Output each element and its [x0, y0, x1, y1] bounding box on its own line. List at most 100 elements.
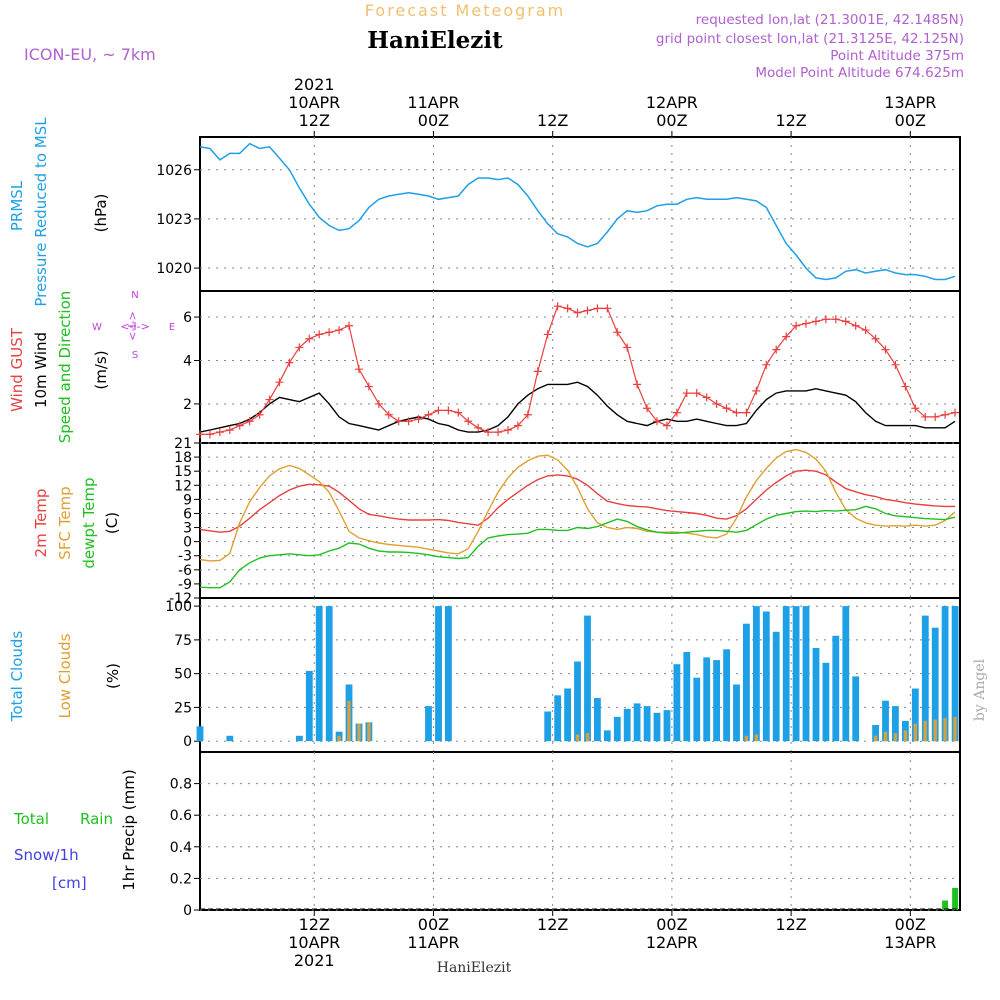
wind-gust-marker — [553, 302, 562, 311]
temp-ytick-label: -9 — [178, 577, 192, 593]
wind-speed-line — [199, 381, 956, 433]
temp-frame — [199, 442, 961, 599]
total-cloud-bar — [792, 606, 800, 742]
wind-gust-marker — [891, 360, 900, 369]
label-percent: (%) — [104, 663, 122, 689]
total-cloud-bar — [713, 660, 720, 742]
wind-gust-marker — [682, 389, 691, 398]
wind-gust-line — [200, 305, 956, 435]
total-cloud-bar — [325, 606, 333, 742]
pressure-panel: 1020 1023 1026 — [156, 136, 961, 292]
low-cloud-bar — [933, 719, 937, 742]
rain-bar — [942, 900, 949, 910]
low-cloud-bar — [357, 723, 361, 742]
label-sfc-temp: SFC Temp — [56, 486, 74, 559]
total-cloud-bar — [852, 676, 860, 742]
pressure-ytick-label: 1023 — [156, 212, 192, 228]
location-name: HaniElezit — [367, 27, 503, 54]
temp-ytick-label: -6 — [178, 563, 192, 579]
precip-labels: Total Rain Snow/1h [cm] 1hr Precip (mm) — [13, 769, 138, 892]
wind-gust-marker — [354, 365, 363, 374]
wind-gust-marker — [762, 360, 771, 369]
wind-gust-marker — [305, 334, 314, 343]
wind-gust-marker — [285, 358, 294, 367]
precip-panel: 0 0.2 0.4 0.6 0.8 — [170, 751, 961, 919]
low-cloud-bar — [893, 733, 898, 742]
low-cloud-bar — [943, 718, 947, 742]
wind-gust-marker — [732, 408, 741, 417]
wind-gust-marker — [424, 410, 433, 419]
total-cloud-bar — [554, 695, 562, 742]
wind-gust-marker — [851, 321, 860, 330]
wind-gust-marker — [583, 306, 592, 315]
total-cloud-bar — [603, 730, 611, 742]
wind-gust-marker — [623, 343, 632, 352]
temp-ytick-label: 6 — [183, 506, 192, 522]
wind-gust-marker — [702, 393, 711, 402]
label-dewpt-temp: dewpt Temp — [80, 477, 98, 568]
precip-frame — [199, 751, 961, 911]
wind-gust-marker — [474, 423, 483, 432]
wind-gust-marker — [205, 430, 214, 439]
label-speed-direction: Speed and Direction — [56, 291, 74, 444]
time-label-bottom: 00Z — [418, 915, 449, 934]
temp-ytick-label: 0 — [183, 535, 192, 551]
clouds-ytick-label: 25 — [174, 700, 192, 716]
wind-panel: 2 4 6 — [183, 290, 961, 444]
wind-gust-marker — [325, 328, 334, 337]
total-cloud-bar — [693, 677, 701, 742]
temp-ytick-label: 21 — [174, 436, 192, 452]
wind-gust-marker — [394, 417, 403, 426]
time-label-bottom: 12APR — [646, 933, 698, 952]
total-cloud-bar — [623, 708, 631, 742]
wind-gust-marker — [881, 345, 890, 354]
time-label-top: 00Z — [656, 111, 687, 130]
compass-s: S — [132, 350, 138, 361]
wind-gust-marker — [742, 408, 751, 417]
time-label-bottom: 00Z — [895, 915, 926, 934]
total-cloud-bar — [305, 670, 313, 742]
total-cloud-bar — [882, 700, 889, 742]
temp-ytick-label: -3 — [178, 549, 192, 565]
low-cloud-bar — [585, 733, 590, 742]
wind-compass: N S W E <-I-> <-I-> — [92, 290, 175, 361]
time-label-bottom: 12Z — [299, 915, 330, 934]
low-cloud-bar — [347, 700, 351, 742]
wind-gust-marker — [603, 304, 612, 313]
total-cloud-bar — [842, 606, 850, 742]
wind-gust-marker — [692, 389, 701, 398]
total-cloud-bar — [772, 631, 780, 742]
wind-gust-marker — [633, 380, 642, 389]
wind-gust-marker — [364, 382, 373, 391]
wind-gust-marker — [494, 428, 503, 437]
total-cloud-bar — [226, 735, 234, 742]
low-cloud-bar — [575, 734, 580, 742]
time-label-bottom: 12Z — [775, 915, 806, 934]
meteogram-title: Forecast Meteogram — [365, 1, 565, 20]
low-cloud-bar — [923, 720, 927, 742]
wind-gust-marker — [802, 319, 811, 328]
total-cloud-bar — [782, 606, 790, 742]
total-cloud-bar — [544, 711, 552, 742]
wind-gust-marker — [503, 425, 512, 434]
total-cloud-bar — [643, 706, 651, 742]
label-cm: [cm] — [52, 874, 87, 892]
clouds-ytick-label: 0 — [183, 734, 192, 750]
time-label-top: 12Z — [537, 111, 568, 130]
clouds-ytick-label: 100 — [165, 599, 192, 615]
precip-ytick-label: 0 — [183, 903, 192, 919]
label-hpa: (hPa) — [92, 194, 110, 233]
total-cloud-bar — [723, 649, 730, 742]
precip-ytick-label: 0.2 — [170, 871, 192, 887]
temp-ytick-label: -12 — [169, 591, 192, 607]
label-low-clouds: Low Clouds — [56, 633, 74, 718]
time-label-top: 12Z — [775, 111, 806, 130]
rain-bar — [952, 887, 959, 910]
wind-gust-marker — [255, 410, 264, 419]
total-cloud-bar — [703, 657, 711, 742]
low-cloud-bar — [873, 735, 878, 742]
label-pressure-msl: Pressure Reduced to MSL — [32, 117, 50, 307]
wind-gust-marker — [871, 334, 880, 343]
